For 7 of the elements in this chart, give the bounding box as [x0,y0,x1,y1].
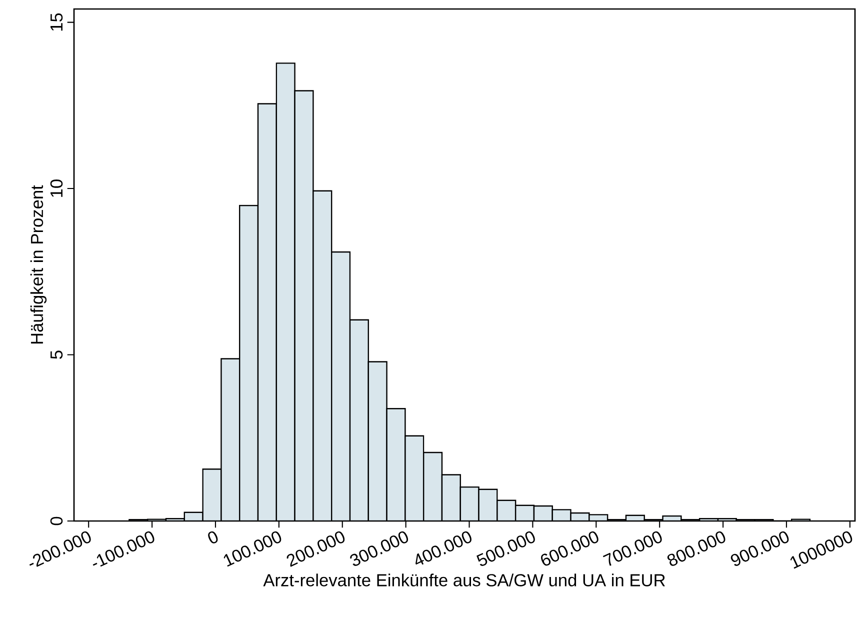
y-tick-label: 15 [50,13,63,31]
y-axis-title: Häufigkeit in Prozent [30,185,47,344]
y-tick-label: 10 [50,180,63,197]
x-tick-label: 0 [208,531,218,544]
x-axis-title: Arzt-relevante Einkünfte aus SA/GW und UA in EUR [263,574,665,586]
y-tick-label: 0 [50,516,63,526]
y-tick-label: 5 [50,350,63,359]
